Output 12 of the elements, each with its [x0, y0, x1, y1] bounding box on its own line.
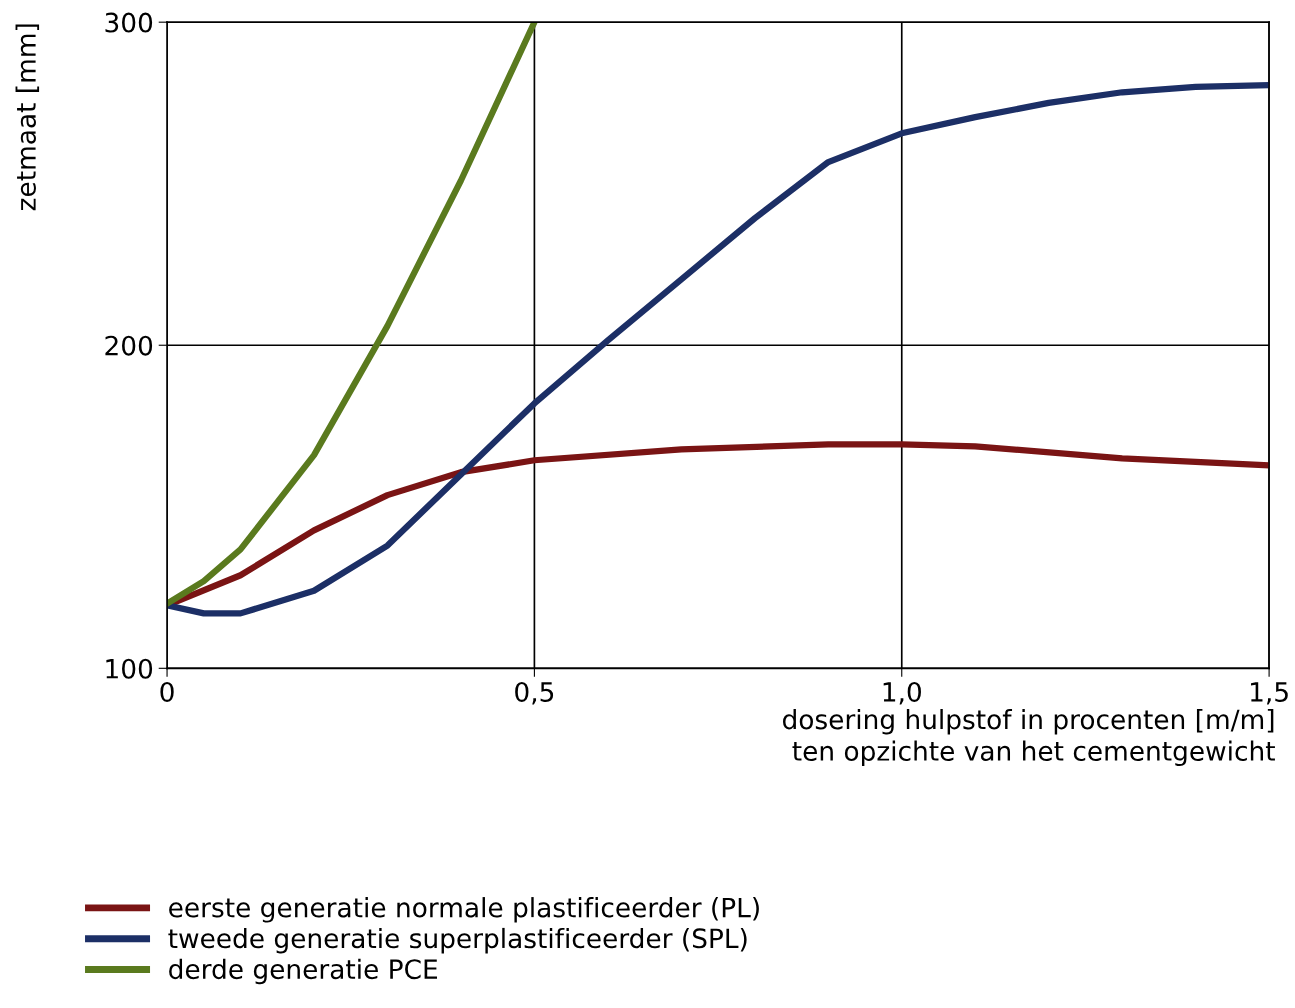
x-tick-label: 0,5 [515, 681, 554, 705]
x-tick-label: 1,5 [1251, 682, 1288, 705]
x-tick-label: 1,0 [883, 681, 921, 705]
legend-label: derde generatie PCE [169, 958, 438, 985]
y-tick-label: 200 [105, 335, 153, 356]
x-axis-title: dosering hulpstof in procenten [m/m] ten opzichte van het cementgewicht [783, 708, 1275, 767]
y-tick-label: 100 [106, 658, 153, 679]
legend-label: tweede generatie superplastificeerder (SPL) [168, 927, 747, 954]
y-tick-label: 300 [105, 12, 153, 33]
legend-label: eerste generatie normale plastificeerder (PL) [169, 897, 759, 923]
x-tick-label: 0 [160, 681, 174, 702]
y-axis-title: zetmaat [mm] [15, 24, 40, 211]
